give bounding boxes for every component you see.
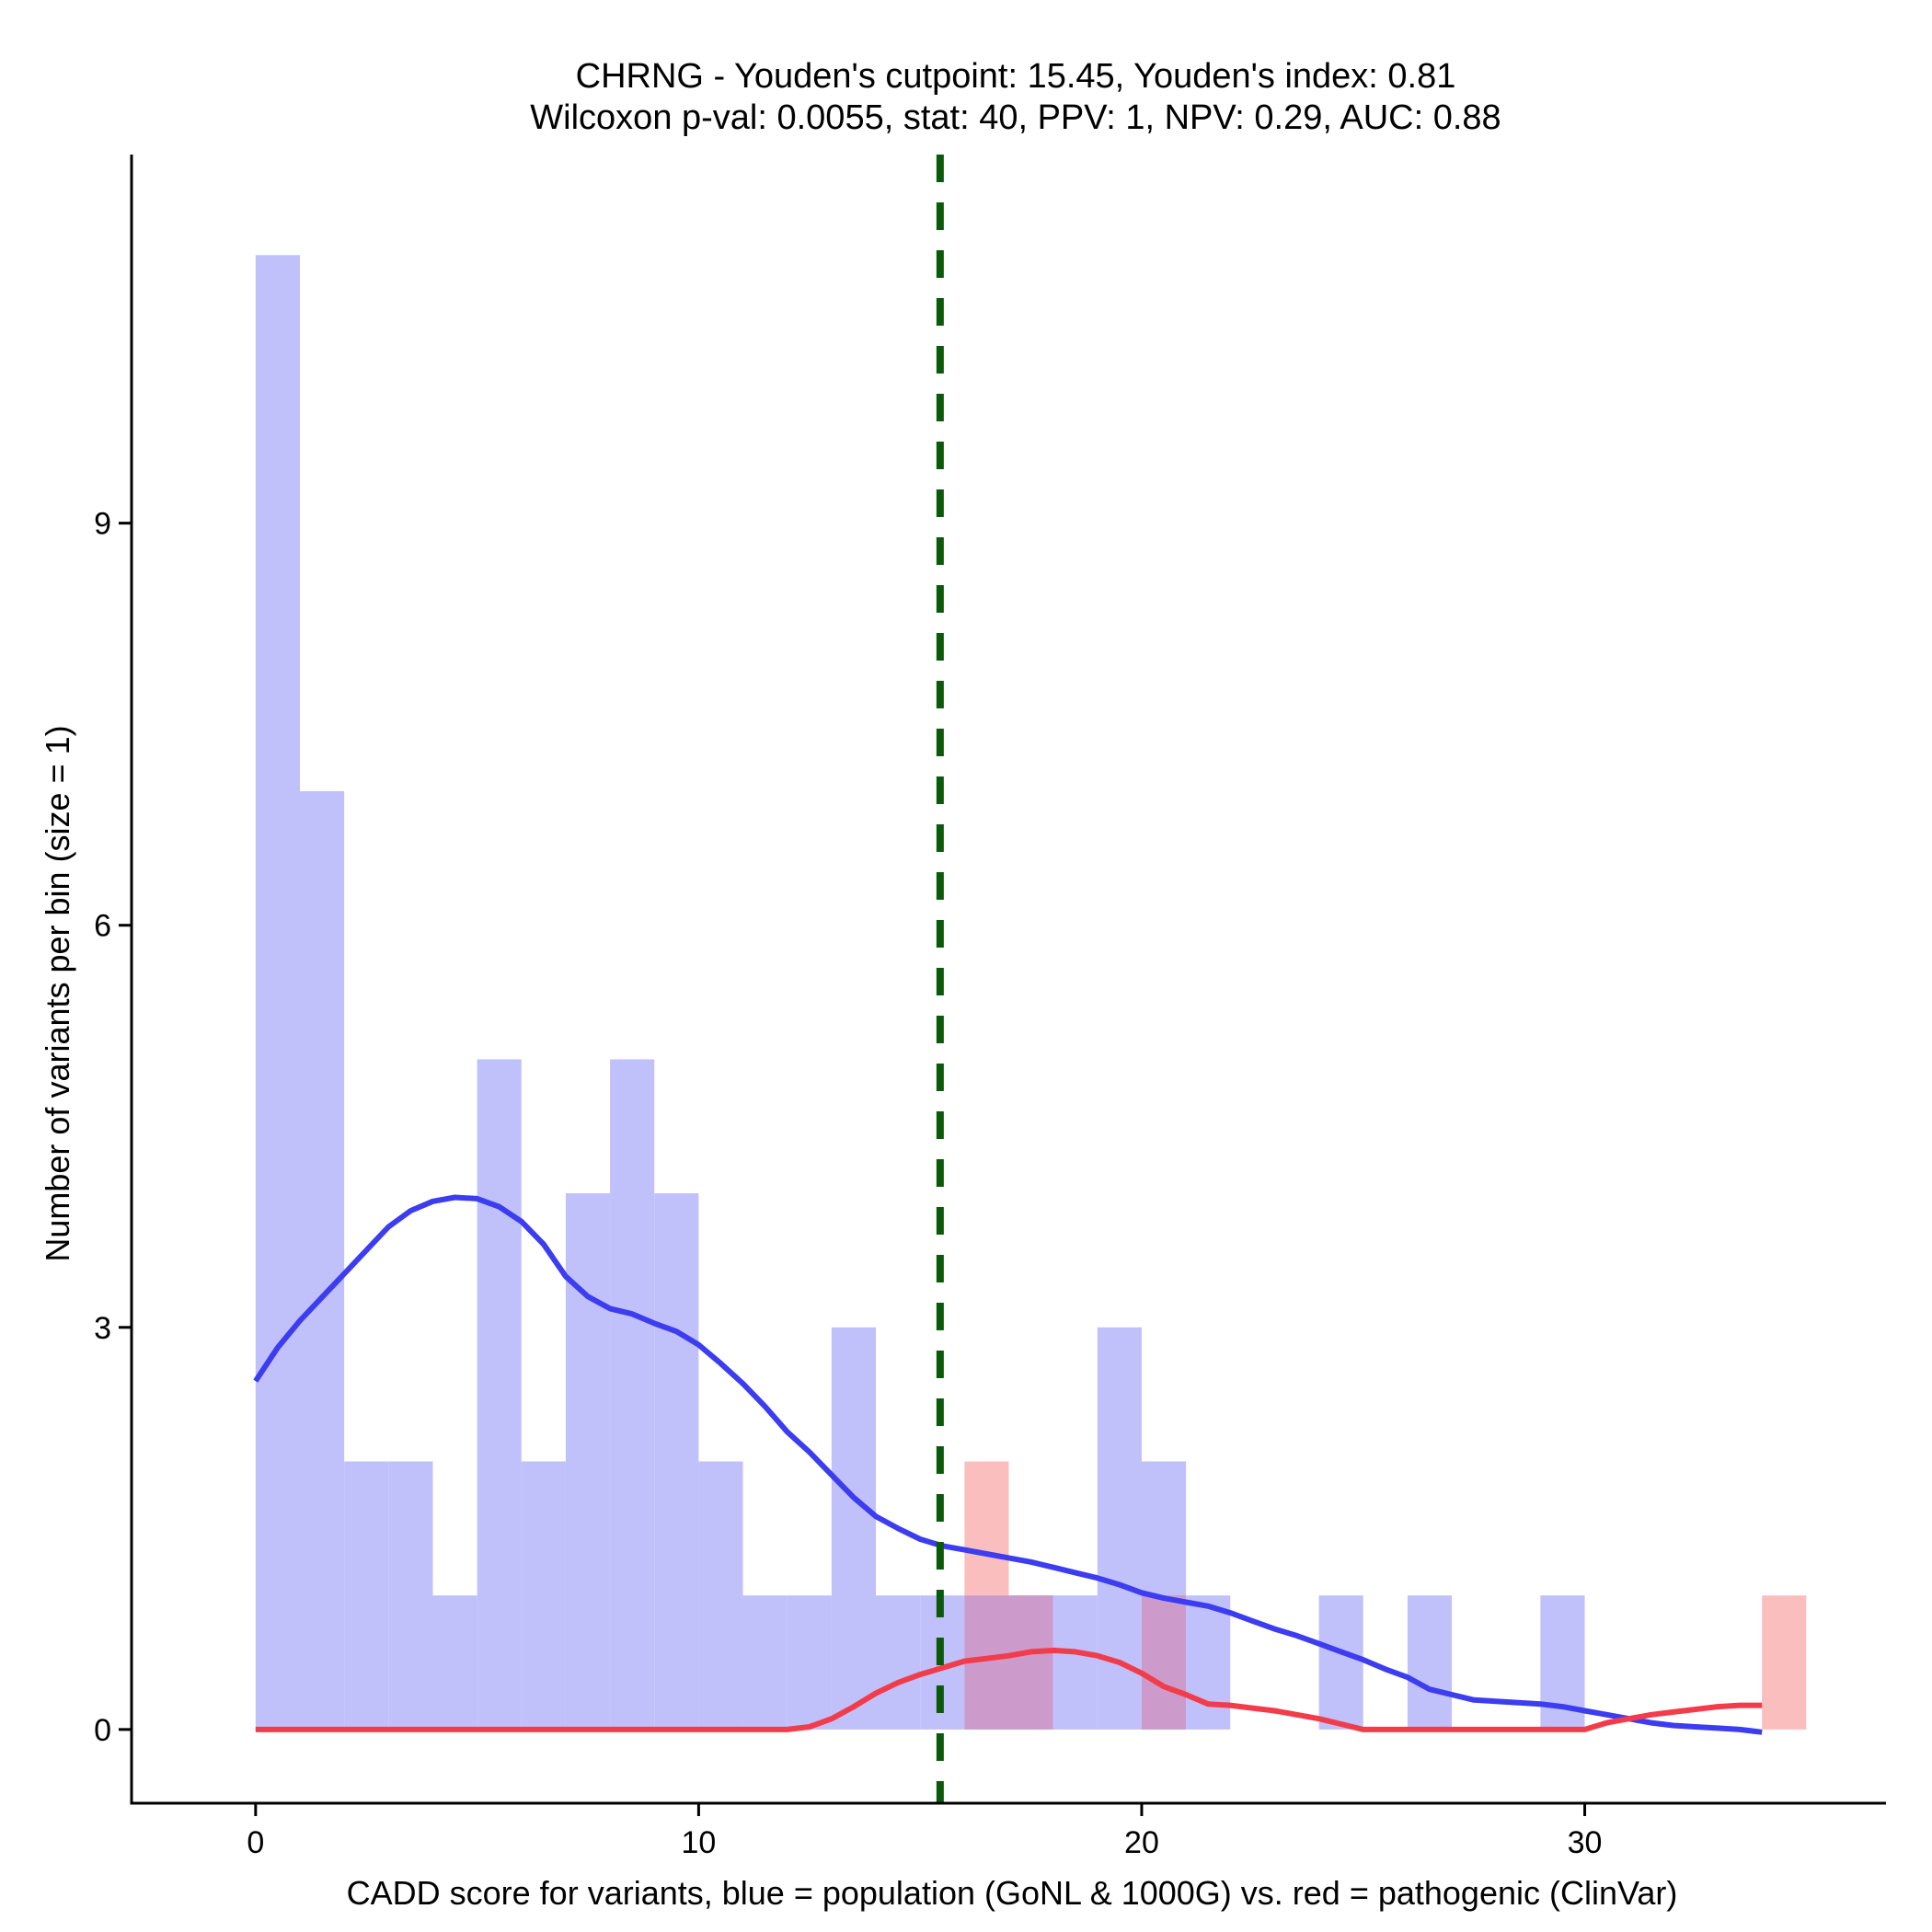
y-tick-label: 0 — [94, 1713, 111, 1748]
x-axis-title: CADD score for variants, blue = populati… — [347, 1874, 1678, 1912]
population-density-line — [253, 1194, 1763, 1735]
y-tick-label: 9 — [94, 507, 111, 542]
x-tick-label: 10 — [681, 1825, 716, 1860]
x-tick-label: 0 — [247, 1825, 264, 1860]
overlap-bar — [1008, 1595, 1053, 1730]
population-bar — [876, 1595, 921, 1730]
population-bar — [255, 255, 300, 1730]
y-tick-label: 3 — [94, 1311, 111, 1346]
population-bar — [299, 791, 345, 1730]
population-bar — [698, 1461, 743, 1730]
population-bar — [521, 1461, 566, 1730]
chart-title: CHRNG - Youden's cutpoint: 15.45, Youden… — [576, 57, 1456, 96]
x-tick-label: 30 — [1568, 1825, 1603, 1860]
x-tick-label: 20 — [1124, 1825, 1159, 1860]
population-bar — [344, 1461, 389, 1730]
population-bar — [1052, 1595, 1098, 1730]
population-bar — [1186, 1595, 1231, 1730]
population-bar — [477, 1059, 522, 1730]
y-tick-label: 6 — [94, 909, 111, 944]
density-lines-layer — [253, 155, 1763, 1803]
population-bar — [388, 1461, 433, 1730]
population-bar — [831, 1327, 877, 1730]
pathogenic-bar — [1762, 1595, 1807, 1730]
overlap-bar — [1141, 1595, 1187, 1730]
pathogenic-density-line — [255, 1647, 1763, 1732]
y-axis-title: Number of variants per bin (size = 1) — [39, 725, 76, 1261]
population-bar — [610, 1059, 655, 1730]
population-bar — [432, 1595, 477, 1730]
population-bar — [1407, 1595, 1453, 1730]
population-bar — [1318, 1595, 1363, 1730]
population-bar — [654, 1193, 699, 1730]
population-bar — [565, 1193, 611, 1730]
population-bar — [742, 1595, 788, 1730]
axes-layer: 0 10 20 30 0 3 6 9 — [94, 155, 1886, 1860]
bars-layer — [255, 255, 1807, 1730]
pathogenic-bar — [964, 1461, 1009, 1596]
chart-subtitle: Wilcoxon p-val: 0.0055, stat: 40, PPV: 1… — [530, 98, 1501, 137]
population-bar — [787, 1595, 832, 1730]
